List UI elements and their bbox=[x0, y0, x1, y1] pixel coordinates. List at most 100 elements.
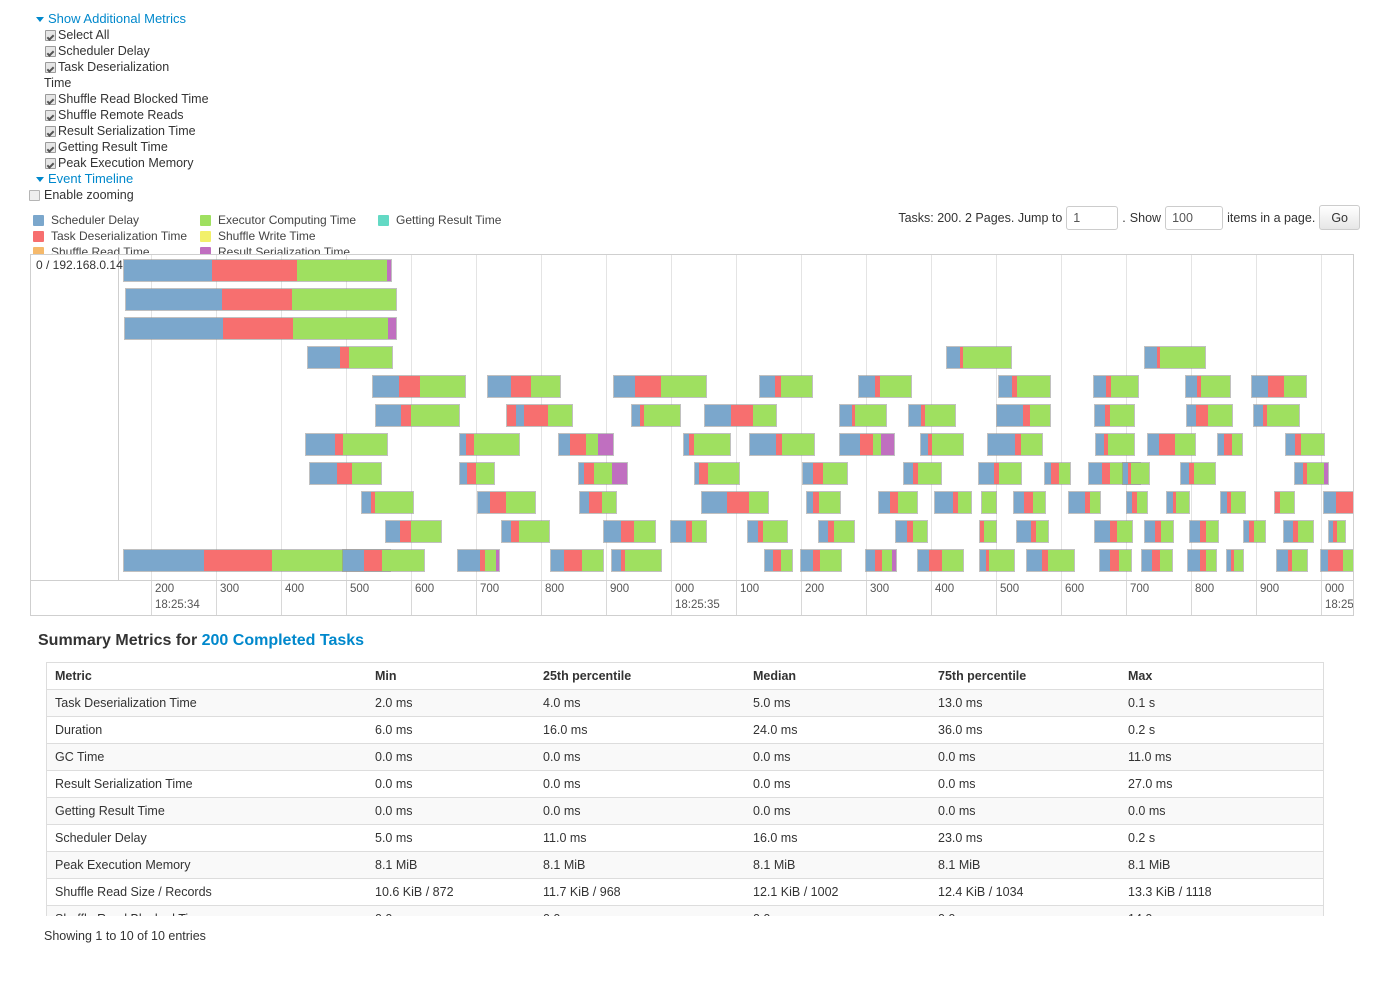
task-bar[interactable] bbox=[631, 404, 681, 427]
task-bar[interactable] bbox=[1099, 549, 1132, 572]
task-bar[interactable] bbox=[1126, 491, 1148, 514]
task-bar[interactable] bbox=[579, 491, 617, 514]
task-bar[interactable] bbox=[996, 404, 1051, 427]
metric-checkbox[interactable] bbox=[45, 110, 56, 121]
task-bar[interactable] bbox=[558, 433, 614, 456]
metric-checkbox-row[interactable]: Shuffle Remote Reads bbox=[0, 107, 400, 123]
task-bar[interactable] bbox=[878, 491, 918, 514]
task-bar[interactable] bbox=[1093, 375, 1139, 398]
task-bar[interactable] bbox=[307, 346, 393, 369]
task-bar[interactable] bbox=[1044, 462, 1071, 485]
metric-checkbox[interactable] bbox=[45, 46, 56, 57]
task-bar[interactable] bbox=[305, 433, 388, 456]
task-bar[interactable] bbox=[578, 462, 628, 485]
task-bar[interactable] bbox=[1094, 404, 1135, 427]
metric-checkbox[interactable] bbox=[45, 94, 56, 105]
task-bar[interactable] bbox=[1144, 346, 1206, 369]
task-bar[interactable] bbox=[946, 346, 1012, 369]
task-bar[interactable] bbox=[908, 404, 956, 427]
metric-checkbox[interactable] bbox=[45, 142, 56, 153]
task-bar[interactable] bbox=[934, 491, 972, 514]
task-bar[interactable] bbox=[342, 549, 425, 572]
enable-zooming-row[interactable]: Enable zooming bbox=[0, 187, 134, 203]
task-bar[interactable] bbox=[800, 549, 842, 572]
task-bar[interactable] bbox=[385, 520, 442, 543]
task-bar[interactable] bbox=[978, 462, 1022, 485]
table-column-header[interactable]: Metric bbox=[47, 662, 367, 690]
task-bar[interactable] bbox=[701, 491, 769, 514]
task-bar[interactable] bbox=[1187, 549, 1217, 572]
task-bar[interactable] bbox=[981, 491, 997, 514]
task-bar[interactable] bbox=[895, 520, 928, 543]
task-bar[interactable] bbox=[613, 375, 707, 398]
task-bar[interactable] bbox=[506, 404, 573, 427]
task-bar[interactable] bbox=[124, 317, 397, 340]
task-bar[interactable] bbox=[1226, 549, 1244, 572]
task-bar[interactable] bbox=[1285, 433, 1325, 456]
task-bar[interactable] bbox=[920, 433, 964, 456]
metric-checkbox[interactable] bbox=[45, 30, 56, 41]
task-bar[interactable] bbox=[806, 491, 841, 514]
task-bar[interactable] bbox=[903, 462, 942, 485]
task-bar[interactable] bbox=[1141, 549, 1173, 572]
task-bar[interactable] bbox=[1217, 433, 1243, 456]
table-column-header[interactable]: Max bbox=[1120, 662, 1323, 690]
task-bar[interactable] bbox=[611, 549, 662, 572]
task-bar[interactable] bbox=[309, 462, 382, 485]
task-bar[interactable] bbox=[1068, 491, 1101, 514]
items-per-page-input[interactable] bbox=[1165, 205, 1224, 230]
task-bar[interactable] bbox=[1189, 520, 1219, 543]
task-bar[interactable] bbox=[477, 491, 536, 514]
metric-checkbox-row[interactable]: Getting Result Time bbox=[0, 139, 400, 155]
task-bar[interactable] bbox=[1276, 549, 1308, 572]
task-bar[interactable] bbox=[459, 462, 495, 485]
metric-checkbox-row[interactable]: Result Serialization Time bbox=[0, 123, 400, 139]
metric-checkbox-row[interactable]: Peak Execution Memory bbox=[0, 155, 400, 171]
show-additional-metrics-toggle[interactable]: Show Additional Metrics bbox=[30, 11, 186, 27]
task-bar[interactable] bbox=[1147, 433, 1196, 456]
task-bar[interactable] bbox=[1274, 491, 1295, 514]
task-bar[interactable] bbox=[1013, 491, 1046, 514]
task-bar[interactable] bbox=[759, 375, 813, 398]
task-bar[interactable] bbox=[1166, 491, 1190, 514]
task-bar[interactable] bbox=[865, 549, 897, 572]
task-bar[interactable] bbox=[125, 288, 397, 311]
metric-checkbox-row[interactable]: Task Deserialization bbox=[0, 59, 400, 75]
task-bar[interactable] bbox=[1320, 549, 1353, 572]
task-bar[interactable] bbox=[361, 491, 414, 514]
metric-checkbox[interactable] bbox=[45, 158, 56, 169]
task-bar[interactable] bbox=[802, 462, 848, 485]
task-bar[interactable] bbox=[550, 549, 604, 572]
task-bar[interactable] bbox=[1283, 520, 1314, 543]
task-bar[interactable] bbox=[1122, 462, 1150, 485]
metric-checkbox[interactable] bbox=[45, 126, 56, 137]
metric-checkbox-row[interactable]: Scheduler Delay bbox=[0, 43, 400, 59]
task-bar[interactable] bbox=[694, 462, 740, 485]
task-bar[interactable] bbox=[1186, 404, 1233, 427]
table-column-header[interactable]: 25th percentile bbox=[535, 662, 745, 690]
table-column-header[interactable]: Min bbox=[367, 662, 535, 690]
task-bar[interactable] bbox=[1251, 375, 1307, 398]
task-bar[interactable] bbox=[1323, 491, 1353, 514]
table-column-header[interactable]: 75th percentile bbox=[930, 662, 1120, 690]
task-bar[interactable] bbox=[375, 404, 460, 427]
metric-checkbox[interactable] bbox=[45, 62, 56, 73]
task-bar[interactable] bbox=[459, 433, 520, 456]
task-bar[interactable] bbox=[917, 549, 964, 572]
task-bar[interactable] bbox=[839, 404, 887, 427]
event-timeline-toggle[interactable]: Event Timeline bbox=[30, 171, 133, 187]
task-bar[interactable] bbox=[979, 549, 1015, 572]
task-bar[interactable] bbox=[1185, 375, 1231, 398]
task-bar[interactable] bbox=[603, 520, 656, 543]
enable-zooming-checkbox[interactable] bbox=[29, 190, 40, 201]
task-bar[interactable] bbox=[1094, 520, 1133, 543]
go-button[interactable]: Go bbox=[1319, 205, 1360, 230]
task-bar[interactable] bbox=[457, 549, 500, 572]
task-bar[interactable] bbox=[487, 375, 561, 398]
task-bar[interactable] bbox=[683, 433, 731, 456]
task-bar[interactable] bbox=[1144, 520, 1174, 543]
task-bar[interactable] bbox=[1016, 520, 1049, 543]
task-bar[interactable] bbox=[670, 520, 707, 543]
event-timeline-chart[interactable]: 0 / 192.168.0.14 200 18:25:34 300 400 500 600… bbox=[30, 254, 1354, 616]
task-bar[interactable] bbox=[749, 433, 815, 456]
